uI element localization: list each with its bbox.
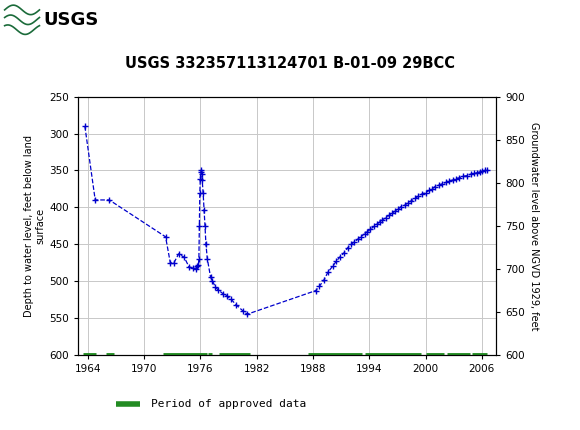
- Text: USGS 332357113124701 B-01-09 29BCC: USGS 332357113124701 B-01-09 29BCC: [125, 56, 455, 71]
- Y-axis label: Groundwater level above NGVD 1929, feet: Groundwater level above NGVD 1929, feet: [529, 122, 539, 330]
- FancyBboxPatch shape: [3, 3, 78, 37]
- Text: Period of approved data: Period of approved data: [151, 399, 306, 409]
- Text: USGS: USGS: [44, 11, 99, 29]
- Y-axis label: Depth to water level, feet below land
surface: Depth to water level, feet below land su…: [24, 135, 45, 317]
